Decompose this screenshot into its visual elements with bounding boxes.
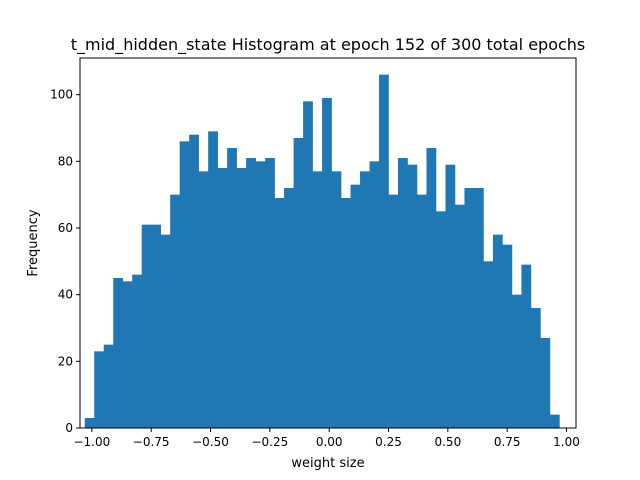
histogram-bar-27 (341, 198, 351, 428)
y-tick-label: 20 (58, 354, 73, 368)
histogram-bar-23 (303, 101, 313, 428)
y-tick-label: 100 (50, 88, 73, 102)
histogram-bar-24 (312, 171, 323, 429)
histogram-bar-45 (511, 294, 522, 428)
histogram-bar-12 (198, 171, 209, 429)
histogram-bar-14 (217, 168, 228, 428)
histogram-bar-34 (407, 164, 418, 428)
histogram-bar-38 (445, 164, 456, 428)
histogram-bar-26 (331, 171, 342, 429)
histogram-bar-29 (360, 171, 370, 429)
histogram-bar-36 (426, 148, 437, 428)
histogram-bar-13 (208, 131, 218, 429)
histogram-bar-22 (293, 138, 304, 428)
y-tick-label: 0 (65, 421, 73, 435)
histogram-bar-31 (379, 74, 389, 429)
histogram-bar-6 (141, 224, 152, 428)
x-axis-label: weight size (291, 456, 364, 471)
histogram-bar-15 (227, 148, 237, 428)
x-tick-label: 0.50 (434, 435, 461, 449)
histogram-bar-9 (170, 194, 180, 428)
histogram-bar-42 (483, 261, 494, 428)
histogram-bar-44 (502, 244, 513, 428)
histogram-bar-1 (94, 351, 105, 428)
plot-frame (79, 57, 577, 429)
x-tick-label: 0.75 (494, 435, 521, 449)
histogram-bar-0 (84, 418, 95, 428)
bars-group (84, 74, 560, 429)
histogram-bar-21 (284, 188, 294, 428)
histogram-bar-41 (473, 188, 484, 428)
x-tick-label: −0.25 (251, 435, 288, 449)
y-tick-label: 40 (58, 288, 73, 302)
x-tick-label: −1.00 (73, 435, 110, 449)
y-axis-label: Frequency (26, 209, 41, 276)
histogram-bar-8 (160, 234, 171, 428)
histogram-bar-16 (236, 168, 247, 428)
histogram-bar-32 (388, 194, 399, 428)
histogram-bar-11 (189, 134, 199, 428)
x-tick-label: 0.25 (375, 435, 402, 449)
histogram-bar-7 (151, 224, 161, 428)
y-tick-label: 80 (58, 154, 73, 168)
histogram-bar-3 (113, 278, 124, 428)
histogram-bar-47 (530, 308, 541, 428)
histogram-bar-40 (464, 188, 475, 428)
x-tick-label: −0.50 (192, 435, 229, 449)
histogram-bar-5 (132, 274, 143, 428)
histogram-bar-33 (398, 158, 408, 428)
histogram-bar-46 (521, 264, 532, 428)
x-tick-label: 0.00 (316, 435, 343, 449)
histogram-bar-35 (416, 194, 427, 428)
y-tick-label: 60 (58, 221, 73, 235)
histogram-bar-39 (454, 204, 465, 428)
x-tick-label: 1.00 (553, 435, 580, 449)
histogram-bar-25 (322, 98, 332, 428)
x-axis: −1.00 −0.75 −0.50 −0.25 0.00 0.25 0.50 0.75 1.00 (73, 428, 580, 449)
histogram-bar-18 (255, 161, 266, 429)
histogram-bar-10 (179, 141, 190, 429)
x-tick-label: −0.75 (133, 435, 170, 449)
chart-title: t_mid_hidden_state Histogram at epoch 15… (71, 35, 586, 55)
histogram-bar-2 (103, 344, 114, 428)
histogram-bar-30 (369, 161, 380, 429)
histogram-bar-37 (435, 211, 446, 428)
histogram-bar-48 (540, 338, 551, 428)
histogram-bar-20 (274, 198, 285, 428)
y-axis: 0 20 40 60 80 100 (50, 88, 80, 435)
histogram-bar-4 (122, 281, 133, 428)
histogram-bar-28 (350, 184, 361, 428)
histogram-bar-17 (246, 158, 256, 428)
histogram-bar-43 (492, 234, 503, 428)
histogram-bar-19 (265, 158, 275, 428)
histogram-bar-49 (549, 414, 560, 428)
